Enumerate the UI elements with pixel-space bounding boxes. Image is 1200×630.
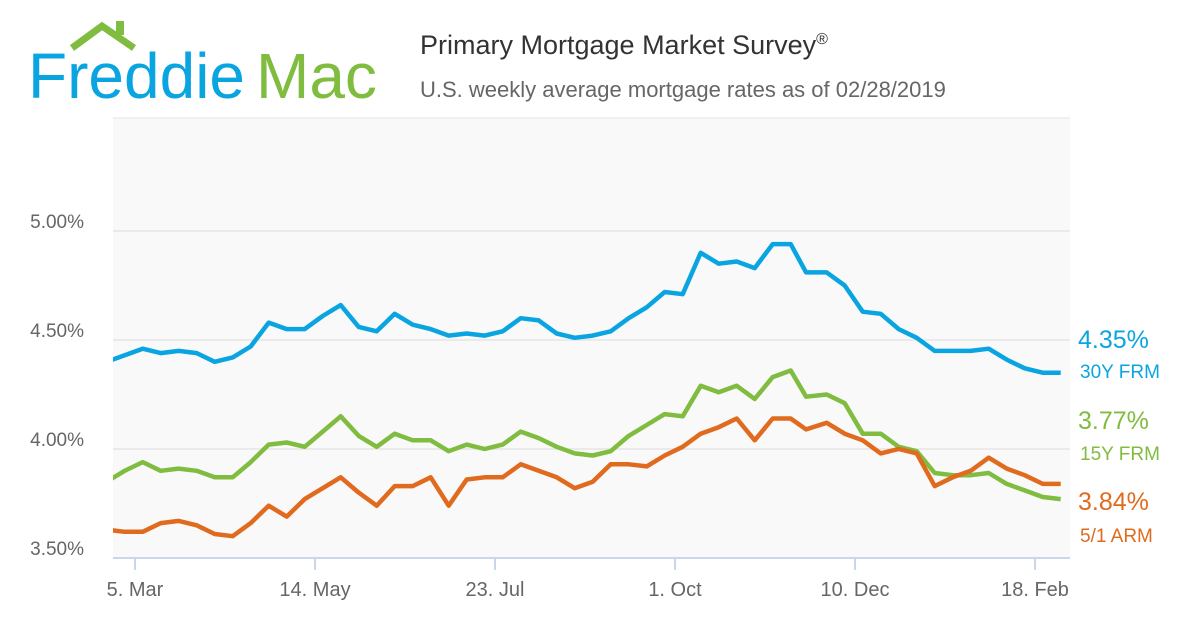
y-tick-label: 4.50% bbox=[30, 321, 84, 342]
y-tick-label: 5.00% bbox=[30, 212, 84, 233]
series-line-5-1-arm bbox=[113, 416, 1061, 539]
series-line-30y-frm bbox=[113, 241, 1061, 375]
house-roof-icon bbox=[69, 21, 136, 51]
x-tick-label: 5. Mar bbox=[107, 579, 164, 601]
series-name-30y: 30Y FRM bbox=[1080, 362, 1160, 383]
series-name-15y: 15Y FRM bbox=[1080, 444, 1160, 465]
series-last-value-arm: 3.84% bbox=[1078, 488, 1149, 516]
logo-text-freddie: Freddie bbox=[28, 40, 245, 108]
x-tick-label: 1. Oct bbox=[648, 579, 702, 601]
title-text: Primary Mortgage Market Survey bbox=[420, 30, 817, 60]
series-last-value-15y: 3.77% bbox=[1078, 407, 1149, 435]
registered-mark: ® bbox=[816, 31, 828, 48]
chart-subtitle: U.S. weekly average mortgage rates as of… bbox=[420, 77, 946, 102]
x-tick-label: 14. May bbox=[279, 579, 350, 601]
y-tick-label: 3.50% bbox=[30, 539, 84, 560]
freddie-mac-logo: Freddie Mac bbox=[28, 21, 377, 108]
y-tick-label: 4.00% bbox=[30, 430, 84, 451]
x-tick-label: 23. Jul bbox=[466, 579, 525, 601]
chimney-icon bbox=[116, 21, 124, 35]
series-last-value-30y: 4.35% bbox=[1078, 326, 1149, 354]
x-tick-label: 18. Feb bbox=[1001, 579, 1069, 601]
series-name-arm: 5/1 ARM bbox=[1080, 526, 1153, 547]
logo-text-mac: Mac bbox=[256, 40, 377, 108]
chart-title: Primary Mortgage Market Survey® bbox=[420, 30, 828, 61]
x-tick-label: 10. Dec bbox=[821, 579, 890, 601]
